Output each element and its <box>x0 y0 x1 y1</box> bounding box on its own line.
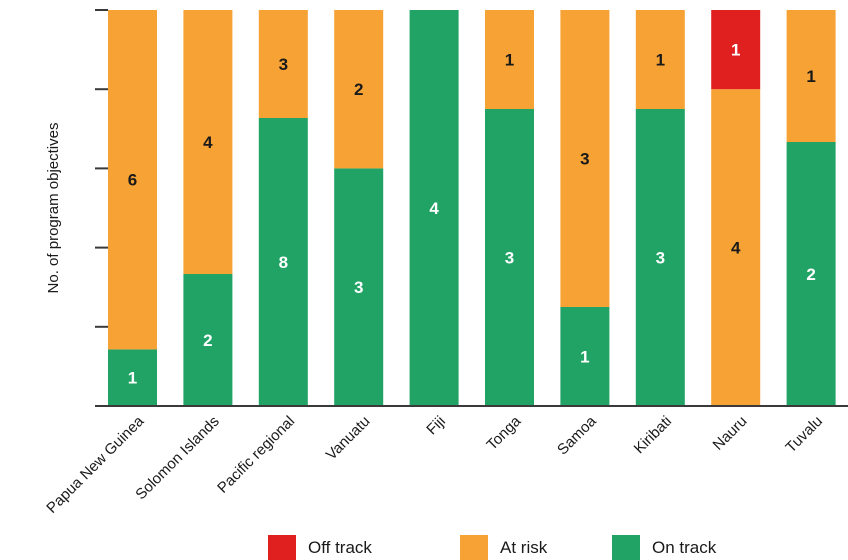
bar-segment-at-risk <box>485 10 534 109</box>
bar-segment-on-track <box>183 274 233 406</box>
legend-label-at-risk: At risk <box>500 538 548 557</box>
data-label-on-track: 1 <box>580 348 589 367</box>
data-label-on-track: 3 <box>656 249 665 268</box>
data-label-at-risk: 4 <box>203 133 213 152</box>
bar-segment-at-risk <box>183 10 233 274</box>
bar-segment-at-risk <box>258 10 308 118</box>
data-label-on-track: 4 <box>429 199 439 218</box>
legend-label-on-track: On track <box>652 538 717 557</box>
x-tick-label: Vanuatu <box>323 413 374 464</box>
bar-segment-at-risk <box>711 89 761 406</box>
y-axis-ticks <box>95 9 108 328</box>
bar-segment-at-risk <box>786 10 836 142</box>
bar-segment-at-risk <box>108 10 157 350</box>
data-label-at-risk: 2 <box>354 80 363 99</box>
x-tick-label: Samoa <box>554 412 600 458</box>
bar-segment-on-track <box>334 168 384 406</box>
bars <box>108 10 836 406</box>
segment-labels: 1 6 2 4 8 3 3 2 4 3 1 1 3 3 1 4 1 2 1 <box>128 41 816 388</box>
data-label-on-track: 3 <box>505 249 514 268</box>
x-tick-label: Tonga <box>483 412 524 453</box>
bar-segment-on-track <box>786 142 836 406</box>
bar-segment-at-risk <box>560 10 610 307</box>
data-label-on-track: 8 <box>279 253 288 272</box>
data-label-off-track: 1 <box>731 41 740 60</box>
bar-segment-on-track <box>485 109 534 406</box>
x-tick-label: Fiji <box>423 413 449 439</box>
bar-segment-on-track <box>108 349 157 406</box>
data-label-at-risk: 4 <box>731 239 741 258</box>
x-tick-label: Solomon Islands <box>132 413 222 503</box>
legend-label-off-track: Off track <box>308 538 372 557</box>
x-tick-label: Kiribati <box>631 413 675 457</box>
bar-segment-on-track <box>560 307 610 406</box>
legend-swatch-on-track <box>612 535 640 560</box>
bar-segment-at-risk <box>334 10 384 169</box>
bar-segment-on-track <box>258 118 308 406</box>
x-tick-label: Pacific regional <box>214 413 298 497</box>
x-tick-label: Papua New Guinea <box>43 412 147 516</box>
x-tick-label: Tuvalu <box>782 413 825 456</box>
legend-swatch-at-risk <box>460 535 488 560</box>
bar-segment-on-track <box>635 109 685 406</box>
data-label-at-risk: 1 <box>656 51 665 70</box>
data-label-on-track: 2 <box>806 265 815 284</box>
data-label-on-track: 3 <box>354 278 363 297</box>
data-label-at-risk: 3 <box>279 55 288 74</box>
bar-segment-off-track <box>711 10 761 90</box>
data-label-at-risk: 1 <box>505 51 514 70</box>
data-label-on-track: 2 <box>203 331 212 350</box>
data-label-on-track: 1 <box>128 369 137 388</box>
x-tick-label: Nauru <box>710 413 751 454</box>
data-label-at-risk: 3 <box>580 150 589 169</box>
data-label-at-risk: 1 <box>806 67 815 86</box>
bar-segment-on-track <box>409 10 459 406</box>
data-label-at-risk: 6 <box>128 171 137 190</box>
bar-segment-at-risk <box>635 10 685 109</box>
y-axis-label: No. of program objectives <box>45 123 62 294</box>
legend-swatch-off-track <box>268 535 296 560</box>
legend: Off track At risk On track <box>268 535 717 560</box>
